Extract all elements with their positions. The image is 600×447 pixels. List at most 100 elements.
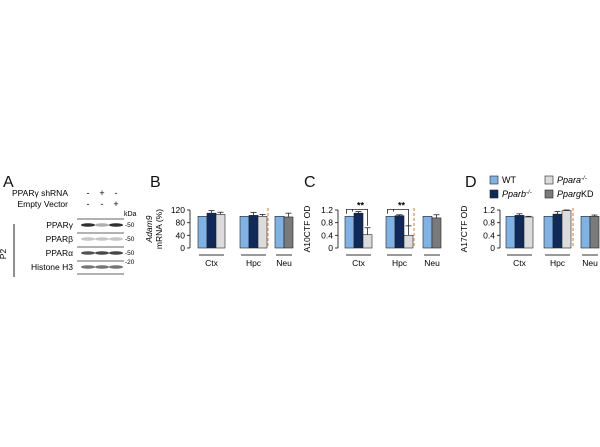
blot-band	[95, 223, 109, 227]
chart-d: A17CTF OD 0 0.4 0.8 1.2 Ctx Hpc Neu	[455, 200, 600, 290]
legend-label: PpargKD	[557, 189, 594, 199]
bar	[543, 216, 554, 249]
blot-band	[109, 265, 123, 269]
band-label: PPARγ	[46, 220, 74, 230]
y-tick-label: 1.2	[483, 205, 495, 215]
fraction-label-p2: P2	[0, 249, 8, 260]
legend: WT Pparb-/- Ppara-/- PpargKD	[488, 174, 600, 209]
significance-marker: **	[398, 200, 406, 210]
bar	[561, 210, 572, 249]
kda-marker: -20	[125, 259, 135, 266]
legend-label: Ppara-/-	[557, 175, 587, 185]
condition-sign: -	[87, 199, 90, 209]
panel-label-d: D	[465, 174, 477, 191]
x-category-label: Neu	[424, 258, 440, 268]
bar	[422, 216, 433, 249]
condition-sign: -	[115, 188, 118, 198]
bar	[248, 215, 259, 249]
kda-label: kDa	[124, 211, 137, 218]
y-tick-label: 120	[171, 205, 185, 215]
band-label: PPARα	[46, 248, 74, 258]
chart-c: A10CTF OD 0 0.4 0.8 1.2 Ctx Hpc Neu ** **	[300, 200, 450, 290]
y-tick-label: 80	[176, 218, 186, 228]
x-category-label: Hpc	[392, 258, 408, 268]
x-category-label: Hpc	[246, 258, 262, 268]
chart-c-svg: A10CTF OD 0 0.4 0.8 1.2 Ctx Hpc Neu ** **	[302, 200, 442, 268]
bar	[353, 212, 364, 249]
kda-marker: -50	[125, 250, 135, 257]
x-category-label: Ctx	[205, 258, 219, 268]
bar	[514, 215, 525, 249]
y-tick-label: 0	[328, 243, 333, 253]
significance-bracket	[346, 208, 368, 226]
y-tick-label: 0.8	[321, 218, 333, 228]
bar	[344, 216, 355, 249]
bar	[283, 216, 294, 249]
chart-b-svg: Adam9mRNA (%) 0 40 80 120 Ctx Hpc Neu	[144, 205, 294, 268]
condition-sign: +	[113, 199, 118, 209]
y-axis-label: Adam9mRNA (%)	[145, 209, 164, 249]
chart-b: Adam9mRNA (%) 0 40 80 120 Ctx Hpc Neu	[144, 200, 305, 290]
significance-marker: **	[357, 200, 365, 210]
legend-label: Pparb-/-	[502, 189, 532, 199]
legend-svg: WT Pparb-/- Ppara-/- PpargKD	[489, 175, 594, 199]
bar	[239, 216, 250, 249]
y-tick-label: 0	[180, 243, 185, 253]
kda-marker: -50	[125, 222, 135, 229]
y-tick-label: 40	[176, 230, 186, 240]
legend-swatch	[544, 175, 554, 185]
condition-signs: - + -- - +	[87, 188, 119, 209]
chart-d-svg: A17CTF OD 0 0.4 0.8 1.2 Ctx Hpc Neu	[459, 205, 600, 268]
condition-sign: -	[87, 188, 90, 198]
y-tick-label: 0.8	[483, 218, 495, 228]
bar	[403, 235, 414, 249]
blot-band	[109, 251, 123, 255]
condition-label-empty-vector: Empty Vector	[17, 199, 68, 209]
blot-band	[95, 251, 109, 255]
panel-label-c: C	[304, 174, 316, 191]
bar	[580, 216, 591, 249]
legend-swatch	[544, 189, 554, 199]
bar	[431, 217, 442, 249]
blot-band	[81, 265, 95, 269]
bar	[505, 216, 516, 249]
bar	[257, 216, 268, 249]
y-tick-label: 0	[490, 243, 495, 253]
x-category-label: Ctx	[352, 258, 366, 268]
band-label: Histone H3	[31, 262, 73, 272]
y-tick-label: 0.4	[483, 230, 495, 240]
x-category-label: Ctx	[513, 258, 527, 268]
y-tick-label: 0.4	[321, 230, 333, 240]
bar	[206, 212, 217, 249]
bar	[552, 213, 563, 249]
blot-band	[81, 223, 95, 227]
blot-band	[95, 265, 109, 269]
western-blot-panel: PPARγ shRNA Empty Vector - + - - - + kDa P2 P…	[0, 180, 145, 290]
band-label: PPARβ	[46, 234, 74, 244]
blot-bands: PPARγ -50 PPARβ -50 PPARα -50 Histone H3 -20	[31, 218, 135, 275]
bar	[394, 215, 405, 249]
x-category-label: Hpc	[550, 258, 566, 268]
blot-band	[81, 251, 95, 255]
legend-label: WT	[502, 175, 516, 185]
bar	[385, 216, 396, 249]
bar	[362, 234, 373, 249]
condition-sign: +	[99, 188, 104, 198]
blot-band	[95, 237, 109, 241]
condition-sign: -	[101, 199, 104, 209]
y-axis-label: A17CTF OD	[459, 206, 469, 253]
blot-band	[109, 223, 123, 227]
panel-label-a: A	[3, 174, 14, 191]
x-category-label: Neu	[582, 258, 598, 268]
bar	[589, 216, 600, 249]
blot-band	[81, 237, 95, 241]
legend-swatch	[489, 189, 499, 199]
panel-label-b: B	[150, 174, 161, 191]
bar	[523, 216, 534, 249]
y-axis-label: A10CTF OD	[302, 206, 312, 253]
bar	[197, 216, 208, 249]
significance-bracket	[387, 208, 409, 226]
condition-label-shrna: PPARγ shRNA	[12, 188, 68, 198]
bar	[274, 216, 285, 249]
kda-marker: -50	[125, 236, 135, 243]
